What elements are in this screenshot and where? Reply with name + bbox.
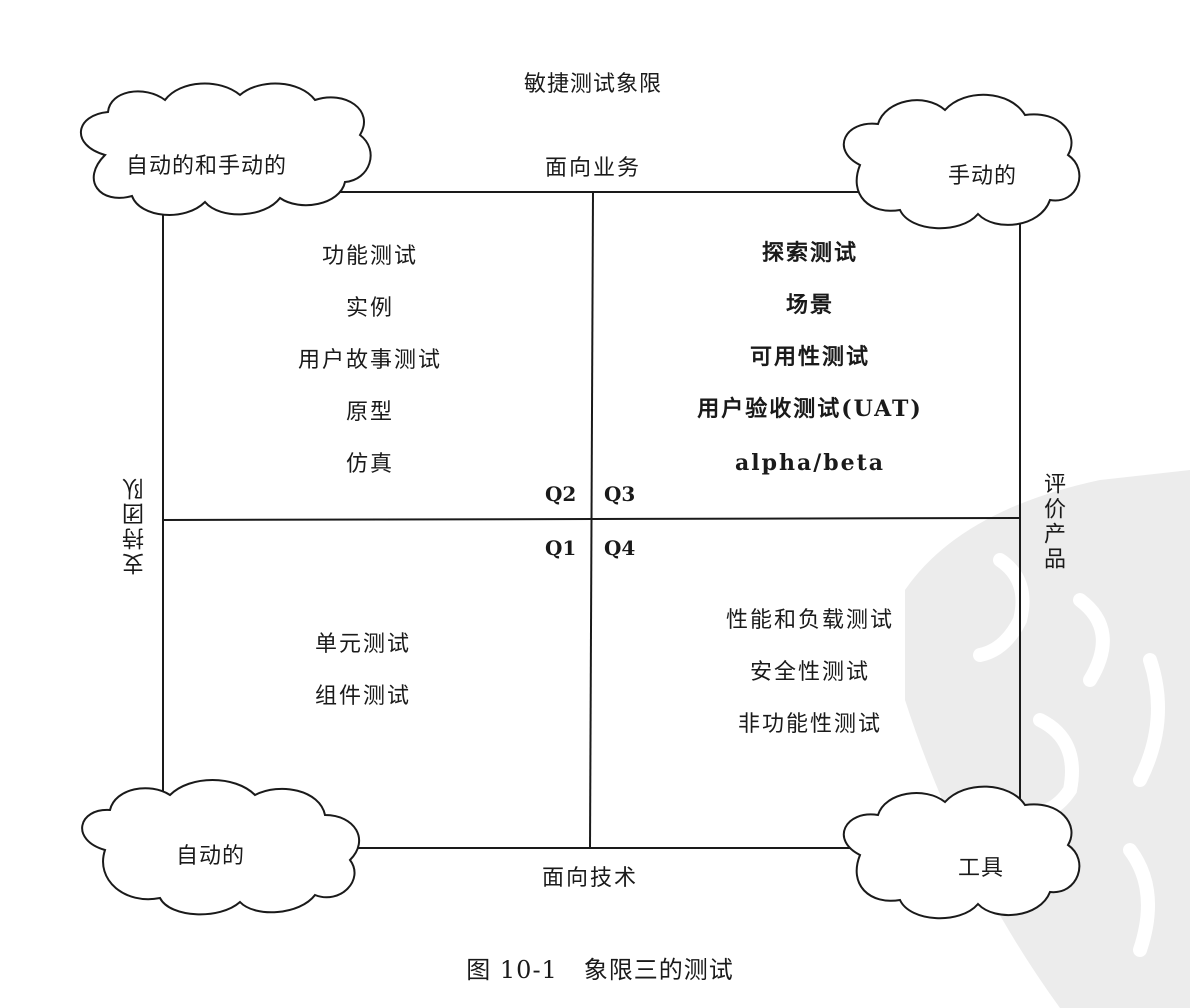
cloud-bottom-right-shape	[842, 785, 1081, 920]
q2-item: 用户故事测试	[297, 348, 443, 373]
q4-item: 非功能性测试	[737, 712, 883, 737]
quadrant-label-q1: Q1	[545, 536, 577, 560]
q1-item: 组件测试	[314, 684, 412, 709]
cloud-label-bottom-left: 自动的	[176, 844, 246, 869]
figure-caption: 图 10-1 象限三的测试	[466, 956, 734, 984]
q2-item: 仿真	[345, 452, 395, 477]
axis-label-left: 支持团队	[123, 475, 148, 575]
quadrant-lines	[162, 191, 1021, 849]
q4-item: 安全性测试	[749, 660, 871, 685]
q2-item: 原型	[345, 400, 395, 425]
quadrant-label-q4: Q4	[604, 536, 636, 560]
q3-item: 可用性测试	[749, 344, 871, 370]
q3-item: 场景	[785, 292, 835, 318]
cloud-label-top-left: 自动的和手动的	[126, 154, 288, 179]
cloud-label-top-right: 手动的	[948, 164, 1018, 189]
q1-item: 单元测试	[314, 632, 412, 657]
quadrant-label-q3: Q3	[604, 482, 636, 506]
q2-item: 实例	[345, 296, 395, 321]
diagram-title: 敏捷测试象限	[523, 72, 663, 97]
cloud-top-right-shape	[842, 93, 1081, 230]
q4-item: 性能和负载测试	[725, 608, 895, 633]
axis-label-bottom: 面向技术	[541, 866, 639, 891]
cloud-top-left-shape	[80, 82, 372, 216]
q3-item: 用户验收测试(UAT)	[697, 396, 923, 422]
q2-item: 功能测试	[321, 244, 419, 269]
axis-label-top: 面向业务	[544, 156, 642, 181]
q3-item: 探索测试	[761, 240, 859, 266]
axis-label-right: 评价产品	[1040, 472, 1065, 572]
horizontal-axis-line	[162, 517, 1021, 521]
watermark-shape	[905, 470, 1190, 1008]
cloud-bottom-left-shape	[81, 779, 361, 916]
q3-item: alpha/beta	[734, 450, 886, 476]
quadrant-label-q2: Q2	[545, 482, 577, 506]
cloud-label-bottom-right: 工具	[958, 856, 1005, 881]
